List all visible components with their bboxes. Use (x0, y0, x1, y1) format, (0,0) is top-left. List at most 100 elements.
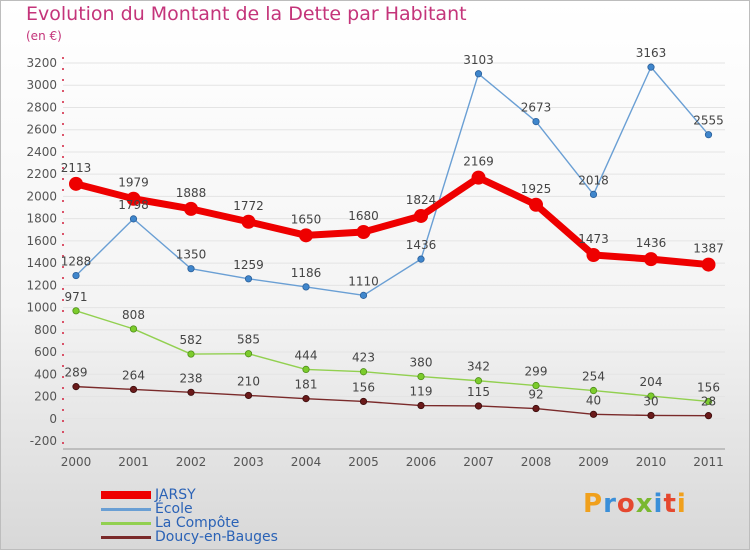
point--cole-2003 (244, 275, 253, 283)
data-label-doucy-en-bauges-2004: 181 (295, 378, 318, 392)
data-label--cole-2007: 3103 (463, 53, 494, 67)
point-la-comp-te-2007 (474, 377, 483, 385)
data-label-la-comp-te-2004: 444 (295, 348, 318, 362)
legend-label-doucy-en-bauges: Doucy-en-Bauges (155, 529, 278, 545)
series-line--cole (75, 66, 710, 297)
data-label-la-comp-te-2011: 156 (697, 380, 720, 394)
data-label--cole-2003: 1259 (233, 258, 264, 272)
data-label-doucy-en-bauges-2007: 115 (467, 385, 490, 399)
point-jarsy-2000 (69, 176, 83, 191)
data-label-jarsy-2005: 1680 (348, 209, 379, 223)
chart-unit-label: (en €) (26, 29, 62, 43)
point-la-comp-te-2006 (417, 372, 425, 381)
legend-swatch-jarsy (101, 491, 151, 499)
point-jarsy-2007 (471, 170, 486, 185)
data-label--cole-2010: 3163 (636, 46, 667, 60)
point-jarsy-2005 (356, 224, 371, 239)
point-doucy-en-bauges-2009 (589, 410, 598, 418)
data-label--cole-2005: 1110 (348, 274, 379, 288)
data-label-doucy-en-bauges-2008: 92 (528, 388, 543, 402)
data-label-doucy-en-bauges-2003: 210 (237, 374, 260, 388)
point-doucy-en-bauges-2005 (359, 397, 368, 406)
data-label--cole-2001: 1798 (118, 198, 149, 212)
legend-label-ecole: École (155, 501, 193, 517)
data-label-la-comp-te-2003: 585 (237, 333, 260, 347)
data-label-la-comp-te-2008: 299 (525, 365, 548, 379)
proxiti-logo: Proxiti (583, 489, 687, 519)
x-tick-label-2000: 2000 (61, 455, 92, 469)
point-jarsy-2006 (414, 208, 428, 223)
y-tick-label--200: -200 (30, 434, 57, 448)
point-jarsy-2008 (529, 197, 543, 212)
x-tick-label-2005: 2005 (348, 455, 379, 469)
y-tick-label-200: 200 (34, 390, 57, 404)
point-la-comp-te-2011 (704, 397, 713, 406)
point--cole-2000 (72, 271, 80, 280)
x-tick-label-2007: 2007 (463, 455, 494, 469)
brand-letter: r (603, 489, 617, 519)
point--cole-2011 (704, 131, 713, 139)
point--cole-2004 (302, 283, 310, 291)
y-tick-label-1000: 1000 (26, 301, 57, 315)
data-label-jarsy-2007: 2169 (463, 155, 494, 169)
point-jarsy-2001 (126, 191, 141, 206)
brand-letter: o (616, 489, 636, 519)
data-label-la-comp-te-2001: 808 (122, 308, 145, 322)
data-label-la-comp-te-2000: 971 (65, 290, 88, 304)
data-label-jarsy-2003: 1772 (233, 199, 264, 213)
y-tick-label-1400: 1400 (26, 256, 57, 270)
point--cole-2009 (589, 190, 598, 199)
data-label-jarsy-2009: 1473 (578, 232, 609, 246)
y-tick-label-600: 600 (34, 345, 57, 359)
x-tick-label-2004: 2004 (291, 455, 322, 469)
y-tick-label-2800: 2800 (26, 100, 57, 114)
data-label-doucy-en-bauges-2006: 119 (410, 385, 433, 399)
data-label--cole-2011: 2555 (693, 114, 724, 128)
data-label-doucy-en-bauges-2001: 264 (122, 368, 145, 382)
point-doucy-en-bauges-2002 (187, 388, 195, 396)
y-tick-label-2000: 2000 (26, 189, 57, 203)
data-label--cole-2008: 2673 (521, 101, 552, 115)
data-label-doucy-en-bauges-2002: 238 (180, 371, 203, 385)
legend-swatch-doucy-en-bauges (101, 536, 151, 539)
y-tick-label-3200: 3200 (26, 56, 57, 70)
data-label-la-comp-te-2005: 423 (352, 351, 375, 365)
series-line-la-comp-te (75, 310, 710, 403)
y-tick-label-0: 0 (49, 412, 57, 426)
x-tick-label-2001: 2001 (118, 455, 149, 469)
brand-letter: i (653, 489, 664, 519)
x-tick-label-2010: 2010 (636, 455, 667, 469)
point--cole-2006 (417, 255, 425, 263)
legend-label-la-compote: La Compôte (155, 515, 240, 531)
data-labels: 2113 1979 1888 1772 1650 1680 1824 2169 1925 1473… (61, 46, 724, 409)
data-label-jarsy-2001: 1979 (118, 176, 149, 190)
data-label-la-comp-te-2006: 380 (410, 356, 433, 370)
y-tick-label-2200: 2200 (26, 167, 57, 181)
point--cole-2001 (129, 215, 138, 223)
y-tick-label-3000: 3000 (26, 78, 57, 92)
y-tick-label-1800: 1800 (26, 212, 57, 226)
point-jarsy-2004 (299, 228, 313, 243)
legend-label-jarsy: JARSY (155, 487, 196, 503)
point-doucy-en-bauges-2010 (647, 411, 655, 420)
point-doucy-en-bauges-2001 (129, 385, 138, 394)
point-jarsy-2003 (241, 214, 256, 229)
point-la-comp-te-2010 (647, 392, 655, 400)
y-tick-label-1600: 1600 (26, 234, 57, 248)
series-line-doucy-en-bauges (75, 385, 710, 417)
data-label-la-comp-te-2002: 582 (180, 333, 203, 347)
point-doucy-en-bauges-2000 (72, 383, 80, 391)
point-la-comp-te-2008 (532, 381, 540, 390)
x-tick-label-2008: 2008 (521, 455, 552, 469)
point-la-comp-te-2004 (302, 365, 310, 374)
data-label-jarsy-2004: 1650 (291, 212, 322, 226)
point--cole-2005 (359, 291, 368, 299)
point--cole-2007 (474, 70, 483, 78)
series-line-jarsy (72, 174, 712, 269)
data-label--cole-2009: 2018 (578, 173, 609, 187)
data-label-la-comp-te-2007: 342 (467, 360, 490, 374)
point-la-comp-te-2005 (359, 368, 368, 376)
point-jarsy-2002 (184, 201, 198, 216)
data-label-doucy-en-bauges-2005: 156 (352, 380, 375, 394)
